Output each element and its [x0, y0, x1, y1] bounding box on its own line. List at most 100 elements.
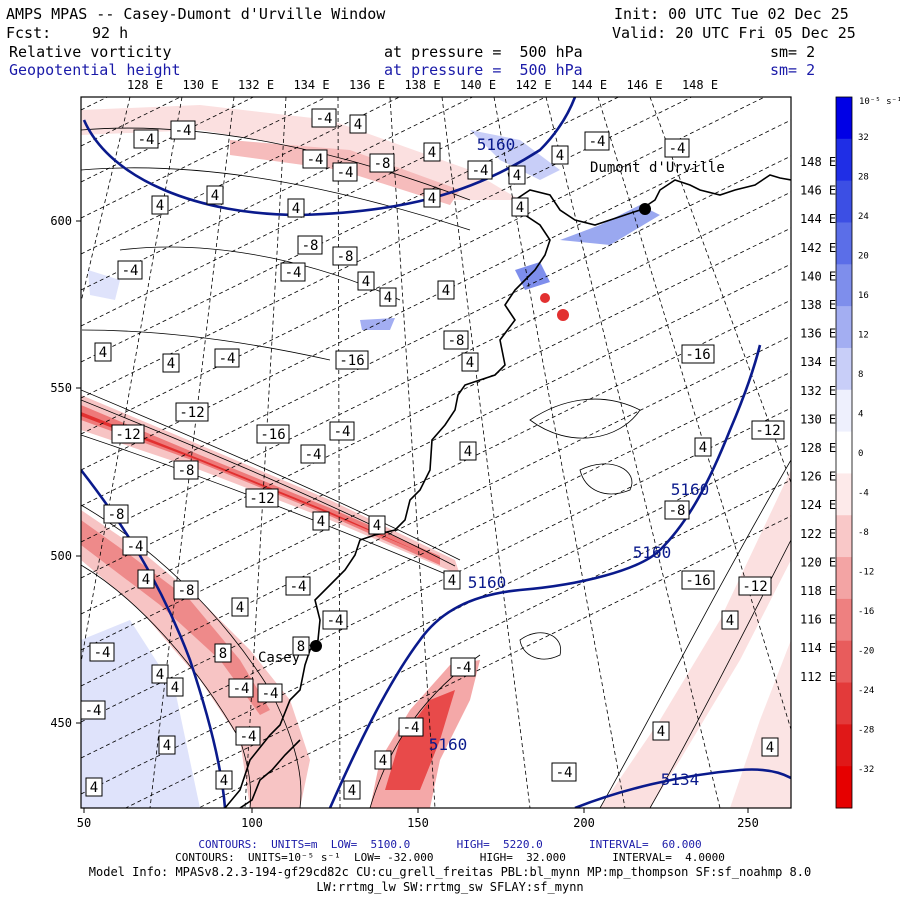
colorbar-swatch [836, 306, 852, 349]
parallel-line [81, 119, 791, 471]
vorticity-label-box [311, 108, 337, 128]
vorticity-label: -4 [455, 660, 472, 676]
meridian-line [441, 97, 531, 808]
vorticity-label-box [461, 352, 479, 372]
vorticity-contour [81, 564, 252, 808]
vorticity-label-box [287, 198, 305, 218]
colorbar-swatch [836, 222, 852, 265]
vorticity-label-box [369, 153, 395, 173]
vorticity-label: -4 [669, 141, 686, 157]
colorbar-swatch [836, 180, 852, 223]
vorticity-label-box [751, 420, 785, 440]
height-label: 5160 [429, 735, 468, 754]
colorbar-label: 12 [858, 331, 869, 341]
vorticity-label: 4 [373, 518, 381, 534]
forecast-hour: 92 h [92, 24, 129, 42]
parallel-line [197, 515, 791, 808]
vorticity-label: -4 [305, 447, 322, 463]
vorticity-label: -4 [262, 686, 279, 702]
vorticity-label-box [332, 162, 358, 182]
y-tick-label: 450 [50, 716, 72, 730]
vorticity-label-box [85, 777, 103, 797]
height-contour [328, 344, 762, 808]
vorticity-label-box [368, 515, 386, 535]
plot-frame [80, 96, 792, 809]
vorticity-band [230, 140, 460, 205]
vorticity-label: -4 [403, 720, 420, 736]
vorticity-label: 4 [142, 572, 150, 588]
colorbar-swatch [836, 264, 852, 307]
x-tick-label: 200 [573, 816, 595, 830]
vorticity-label-box [173, 460, 199, 480]
right-axis-label: 142 E [800, 241, 836, 255]
longitude-label: 138 E [404, 78, 440, 92]
vorticity-label: 4 [442, 283, 450, 299]
colorbar-label: 32 [858, 133, 869, 143]
longitude-label: 132 E [238, 78, 274, 92]
vorticity-label-box [322, 610, 348, 630]
parallel-line [81, 299, 791, 651]
vorticity-label: -4 [290, 579, 307, 595]
vorticity-label: -4 [240, 729, 257, 745]
right-axis-label: 146 E [800, 184, 836, 198]
vorticity-label: 4 [766, 740, 774, 756]
right-axis-label: 114 E [800, 641, 836, 655]
colorbar-label: -16 [858, 607, 874, 617]
vorticity-label: 4 [90, 780, 98, 796]
forecast-label: Fcst: [6, 24, 52, 42]
parallel-line [81, 97, 693, 399]
parallel-line [81, 97, 620, 363]
vorticity-label-box [280, 262, 306, 282]
right-axis-label: 126 E [800, 470, 836, 484]
colorbar-label: -8 [858, 528, 869, 538]
colorbar-swatch [836, 473, 852, 516]
vorticity-region [557, 309, 569, 321]
vorticity-label: -8 [669, 503, 686, 519]
vorticity-label-box [398, 717, 424, 737]
right-axis-label: 134 E [800, 355, 836, 369]
vorticity-label-box [235, 726, 261, 746]
vorticity-label-box [652, 721, 670, 741]
vorticity-label-box [443, 330, 469, 350]
field1-level: at pressure = 500 hPa [384, 43, 583, 61]
vorticity-label-box [175, 402, 209, 422]
vorticity-label-box [379, 287, 397, 307]
right-axis-label: 132 E [800, 384, 836, 398]
vorticity-label: -4 [337, 165, 354, 181]
vorticity-label: -8 [178, 463, 195, 479]
station-label: Dumont d'Urville [590, 160, 725, 176]
colorbar-label: -32 [858, 765, 874, 775]
vorticity-label-box [215, 770, 233, 790]
vorticity-label-box [206, 185, 224, 205]
vorticity-label-box [302, 149, 328, 169]
vorticity-label-box [245, 488, 279, 508]
vorticity-label-box [681, 344, 715, 364]
height-contour [82, 97, 577, 217]
footer-height-contours: CONTOURS: UNITS=m LOW= 5100.0 HIGH= 5220… [198, 838, 702, 851]
vorticity-label-box [761, 737, 779, 757]
station-label: Casey [258, 650, 300, 666]
vorticity-label-box [437, 280, 455, 300]
station-dumont: Dumont d'Urville [590, 160, 725, 215]
colorbar-label: 0 [858, 449, 863, 459]
vorticity-label-box [89, 642, 115, 662]
vorticity-label: -4 [285, 265, 302, 281]
vorticity-label: -8 [178, 583, 195, 599]
longitude-label: 136 E [349, 78, 385, 92]
vorticity-label-box [423, 188, 441, 208]
vorticity-label-box [508, 165, 526, 185]
vorticity-label-box [103, 504, 129, 524]
vorticity-label-box [423, 142, 441, 162]
vorticity-label: -16 [260, 427, 285, 443]
vorticity-region [385, 690, 455, 790]
colorbar-swatch [836, 515, 852, 558]
vorticity-label-box [111, 424, 145, 444]
vorticity-label-box [158, 735, 176, 755]
init-time: Init: 00 UTC Tue 02 Dec 25 [614, 5, 849, 23]
vorticity-label-box [312, 511, 330, 531]
vorticity-band [81, 412, 420, 552]
parallel-line [81, 407, 791, 759]
longitude-label: 146 E [626, 78, 662, 92]
colorbar-label: 20 [858, 252, 869, 262]
